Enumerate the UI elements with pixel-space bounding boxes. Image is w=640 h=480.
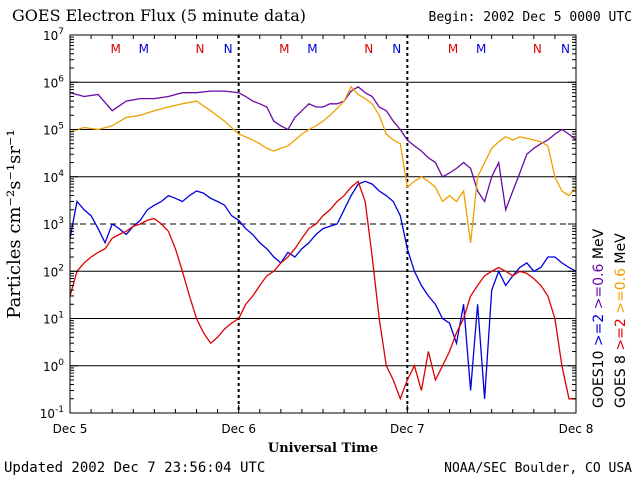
series-line <box>69 85 577 243</box>
legend: GOES10 >=2 >=0.6 MeV GOES 8 >=2 >=0.6 MeV <box>591 228 629 408</box>
orbit-marker: M <box>307 42 317 56</box>
y-tick-label: 103 <box>43 216 64 232</box>
chart-title: GOES Electron Flux (5 minute data) <box>12 6 306 25</box>
x-tick-label: Dec 7 <box>390 422 425 436</box>
orbit-marker: N <box>364 42 373 56</box>
orbit-marker: N <box>196 42 205 56</box>
orbit-marker: M <box>448 42 458 56</box>
orbit-marker: M <box>139 42 149 56</box>
orbit-marker: N <box>533 42 542 56</box>
y-tick-label: 105 <box>43 122 64 138</box>
series-line <box>69 180 576 401</box>
begin-time: Begin: 2002 Dec 5 0000 UTC <box>428 10 633 25</box>
orbit-marker: N <box>561 42 570 56</box>
updated-timestamp: Updated 2002 Dec 7 23:56:04 UTC <box>4 460 266 476</box>
orbit-marker: N <box>392 42 401 56</box>
y-tick-label: 10-1 <box>40 405 64 421</box>
credit-text: NOAA/SEC Boulder, CO USA <box>444 461 632 476</box>
x-tick-label: Dec 8 <box>559 422 594 436</box>
y-tick-label: 102 <box>43 263 64 279</box>
y-tick-label: 106 <box>43 74 64 90</box>
y-tick-label: 104 <box>43 169 64 185</box>
x-axis-label: Universal Time <box>268 441 378 456</box>
series-line <box>69 86 577 213</box>
y-tick-label: 107 <box>43 27 64 43</box>
series-layer <box>69 85 577 401</box>
y-axis-ticks: 107 106 105 104 103 102 101 100 10-1 <box>40 27 576 421</box>
y-tick-label: 101 <box>43 311 64 327</box>
orbit-marker: M <box>279 42 289 56</box>
series-line <box>69 180 577 399</box>
y-tick-label: 100 <box>43 358 64 374</box>
legend-goes10: GOES10 >=2 >=0.6 MeV <box>591 228 607 408</box>
x-tick-label: Dec 5 <box>53 422 88 436</box>
orbit-marker: M <box>111 42 121 56</box>
day-separators <box>237 35 409 413</box>
orbit-marker: M <box>476 42 486 56</box>
x-axis-ticks: Dec 5 Dec 6 Dec 7 Dec 8 <box>53 35 594 436</box>
orbit-marker: N <box>224 42 233 56</box>
legend-goes8: GOES 8 >=2 >=0.6 MeV <box>613 233 629 408</box>
y-axis-label: Particles cm⁻²s⁻¹sr⁻¹ <box>4 129 25 318</box>
grid <box>70 81 576 367</box>
x-tick-label: Dec 6 <box>221 422 256 436</box>
